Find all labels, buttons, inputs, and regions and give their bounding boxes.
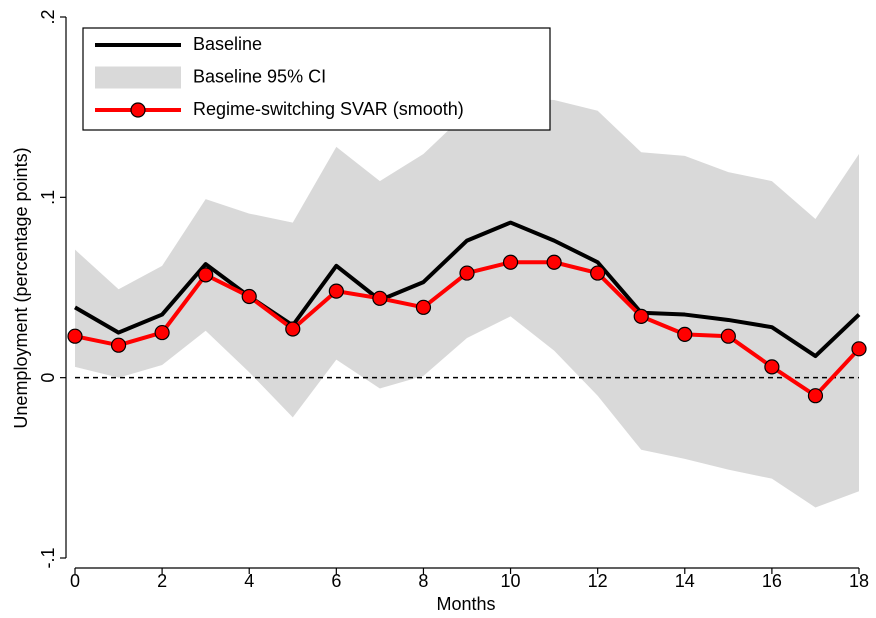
marker <box>546 254 562 270</box>
x-tick-label: 2 <box>157 571 167 591</box>
y-tick-label: .1 <box>38 190 58 205</box>
line <box>73 220 861 359</box>
y-tick-label: 0 <box>38 373 58 383</box>
marker <box>67 328 83 344</box>
marker <box>807 388 824 404</box>
y-tick-label: -.1 <box>38 547 58 568</box>
plot-area: -.1 0 .1 .2 0 2 4 6 8 10 12 14 16 18 <box>38 9 869 590</box>
marker <box>764 359 780 375</box>
marker <box>677 326 693 342</box>
marker <box>328 283 344 299</box>
x-tick-label: 0 <box>70 571 80 591</box>
marker <box>851 341 867 357</box>
x-tick-label: 10 <box>501 571 521 591</box>
x-tick-label: 8 <box>418 571 428 591</box>
marker <box>241 288 257 305</box>
x-tick-label: 12 <box>588 571 608 591</box>
x-tick-label: 14 <box>675 571 695 591</box>
marker <box>198 267 214 283</box>
marker <box>285 321 301 337</box>
x-tick-label: 6 <box>331 571 341 591</box>
marker <box>154 324 170 341</box>
legend-key <box>95 66 181 89</box>
marker <box>590 265 606 281</box>
x-axis-label: Months <box>436 594 495 614</box>
marker <box>502 254 519 270</box>
legend-marker <box>130 102 146 118</box>
legend-label: Baseline 95% CI <box>193 66 326 86</box>
marker <box>459 265 475 281</box>
y-axis-label: Unemployment (percentage points) <box>11 147 31 428</box>
ci-band <box>75 98 859 508</box>
legend-label: Baseline <box>193 34 262 54</box>
marker <box>415 299 432 315</box>
marker <box>720 328 736 344</box>
marker <box>372 290 388 306</box>
x-tick-label: 16 <box>762 571 782 591</box>
legend: Baseline Baseline 95% CI Regime-switching … <box>82 27 551 131</box>
y-tick-label: .2 <box>38 9 58 24</box>
x-tick-label: 18 <box>849 571 869 591</box>
marker <box>633 308 649 324</box>
x-tick-label: 4 <box>244 571 254 591</box>
marker <box>110 337 127 353</box>
legend-label: Regime-switching SVAR (smooth) <box>193 99 464 119</box>
